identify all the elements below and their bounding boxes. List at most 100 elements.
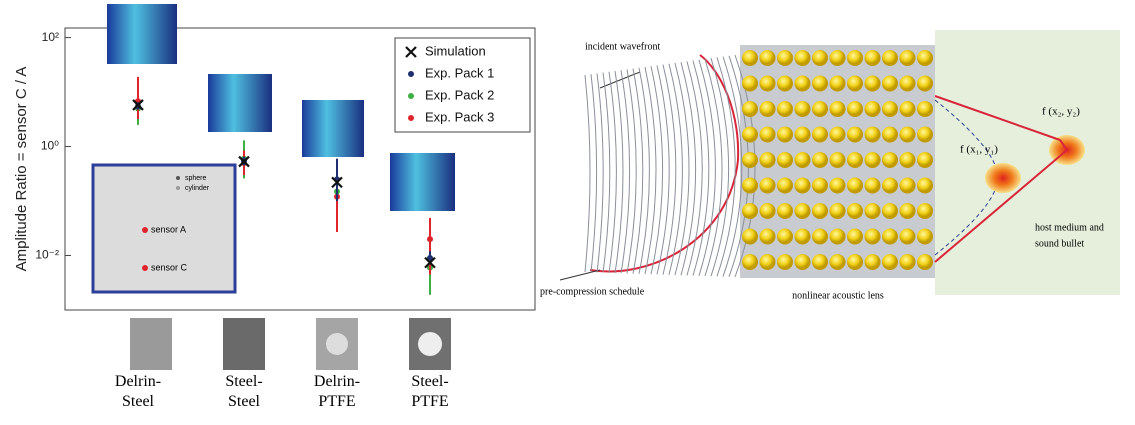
lens-ball: [742, 76, 758, 92]
lens-ball: [760, 254, 776, 270]
lens-ball: [917, 50, 933, 66]
legend-marker: [408, 93, 414, 99]
inset-marker: [176, 186, 180, 190]
lens-ball: [847, 229, 863, 245]
legend-label: Exp. Pack 2: [425, 87, 494, 102]
legend-label: Simulation: [425, 43, 486, 58]
figure: Amplitude Ratio = sensor C / A sphere cy…: [0, 0, 1135, 425]
lens-ball: [812, 203, 828, 219]
exp-marker: [427, 236, 433, 242]
lens-ball: [847, 101, 863, 117]
lens-ball: [882, 178, 898, 194]
lens-ball: [830, 101, 846, 117]
micrograph: [130, 318, 172, 370]
sim-image: [208, 74, 272, 132]
wavefront: [639, 68, 649, 274]
lens-ball: [742, 203, 758, 219]
lens-ball: [812, 229, 828, 245]
lens-ball: [830, 254, 846, 270]
lens-ball: [795, 178, 811, 194]
lens-ball: [795, 50, 811, 66]
diagram-label: pre-compression schedule: [540, 286, 645, 297]
lens-ball: [742, 229, 758, 245]
lens-ball: [917, 203, 933, 219]
wavefront: [597, 73, 603, 272]
diagram-label: incident wavefront: [585, 41, 660, 52]
sim-image: [302, 100, 364, 157]
diagram-label: sound bullet: [1035, 238, 1084, 249]
lens-ball: [865, 127, 881, 143]
lens-ball: [830, 203, 846, 219]
lens-ball: [847, 76, 863, 92]
lens-ball: [847, 127, 863, 143]
lens-ball: [882, 101, 898, 117]
lens-ball: [900, 76, 916, 92]
lens-ball: [812, 101, 828, 117]
wavefront: [603, 73, 610, 273]
diagram-label: nonlinear acoustic lens: [792, 290, 884, 301]
y-tick-label: 10⁰: [41, 139, 59, 153]
lens-ball: [760, 76, 776, 92]
lens-ball: [900, 50, 916, 66]
inset-legend: cylinder: [185, 185, 210, 192]
lens-ball: [830, 76, 846, 92]
lens-ball: [812, 254, 828, 270]
micrograph-inclusion: [418, 332, 442, 356]
x-tick-label: Delrin-Steel: [115, 373, 161, 410]
sensor-label: sensor A: [151, 224, 186, 234]
lens-ball: [865, 203, 881, 219]
lens-ball: [777, 127, 793, 143]
lens-ball: [830, 50, 846, 66]
lens-ball: [795, 229, 811, 245]
lens-ball: [777, 254, 793, 270]
wavefront: [633, 69, 643, 274]
lens-ball: [917, 127, 933, 143]
lens-ball: [742, 50, 758, 66]
lens-ball: [742, 101, 758, 117]
sim-image: [390, 153, 455, 211]
lens-ball: [812, 178, 828, 194]
lens-ball: [777, 203, 793, 219]
lens-ball: [777, 178, 793, 194]
x-tick-label: Steel-Steel: [225, 373, 262, 410]
lens-ball: [900, 178, 916, 194]
inset-marker: [176, 176, 180, 180]
sound-bullet: [985, 163, 1021, 193]
legend-label: Exp. Pack 1: [425, 65, 494, 80]
lens-ball: [812, 152, 828, 168]
legend-marker: [408, 71, 414, 77]
lens-ball: [865, 50, 881, 66]
lens-ball: [830, 178, 846, 194]
wavefront: [651, 66, 663, 274]
x-tick-label: Steel-PTFE: [411, 373, 448, 410]
host-medium: [935, 30, 1120, 295]
lens-ball: [830, 127, 846, 143]
lens-ball: [830, 229, 846, 245]
lens-ball: [900, 254, 916, 270]
lens-ball: [795, 127, 811, 143]
lens-ball: [760, 127, 776, 143]
sim-image: [107, 4, 177, 64]
lens-ball: [795, 152, 811, 168]
lens-ball: [882, 76, 898, 92]
wavefront: [591, 74, 597, 272]
lens-ball: [777, 152, 793, 168]
lens-ball: [882, 254, 898, 270]
lens-ball: [777, 76, 793, 92]
page: {"chart_data": {"type": "errorbar", "yla…: [0, 0, 1135, 425]
lens-ball: [865, 76, 881, 92]
lens-ball: [882, 127, 898, 143]
lens-ball: [795, 203, 811, 219]
lens-ball: [917, 229, 933, 245]
arrow: [560, 270, 600, 280]
lens-ball: [795, 101, 811, 117]
wavefront: [681, 62, 696, 275]
lens-ball: [847, 203, 863, 219]
lens-ball: [847, 50, 863, 66]
lens-ball: [865, 152, 881, 168]
lens-ball: [742, 178, 758, 194]
lens-ball: [795, 76, 811, 92]
wavefront: [621, 70, 630, 273]
lens-ball: [865, 254, 881, 270]
